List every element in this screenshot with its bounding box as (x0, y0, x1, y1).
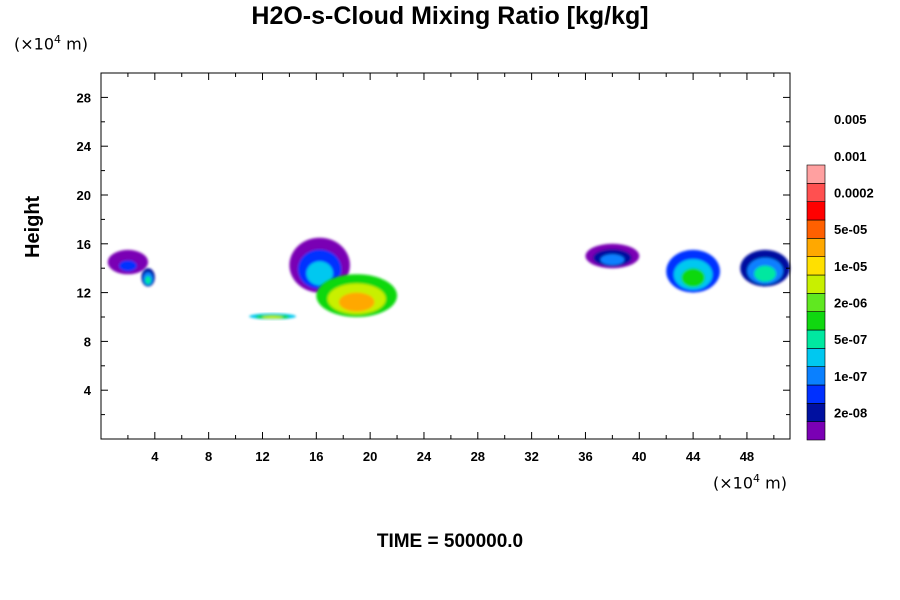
y-tick-label: 28 (77, 90, 91, 105)
colorbar-swatch (806, 366, 826, 386)
cloud-contour (306, 261, 333, 286)
y-tick-label: 16 (77, 237, 91, 252)
plot-frame (100, 72, 791, 440)
cloud-contour (119, 260, 137, 272)
y-tick-label: 12 (77, 286, 91, 301)
y-axis: 4 8 12 16 20 24 28 (77, 90, 790, 416)
colorbar-label: 2e-08 (834, 406, 867, 421)
cloud-region (316, 274, 398, 317)
cloud-contour (145, 276, 152, 285)
y-unit-prefix: (×10 (14, 34, 55, 54)
x-tick-label: 48 (740, 449, 754, 464)
cloud-contour (600, 254, 625, 266)
colorbar-swatch (806, 403, 826, 422)
colorbar-label: 5e-05 (834, 222, 867, 237)
colorbar-swatch (806, 201, 826, 221)
colorbar-swatch (806, 421, 826, 441)
colorbar-swatch (806, 348, 826, 367)
colorbar-label: 0.0002 (834, 186, 874, 201)
y-tick-label: 20 (77, 188, 91, 203)
cloud-contour (338, 292, 375, 312)
x-tick-label: 12 (255, 449, 269, 464)
colorbar-swatch (806, 164, 826, 184)
colorbar-swatch (806, 384, 826, 404)
x-tick-label: 16 (309, 449, 323, 464)
colorbar: 2e-08 1e-07 5e-07 2e-06 1e-05 5e-05 0.0002 0.00… (806, 112, 874, 441)
colorbar-swatch (806, 183, 826, 202)
colorbar-swatch (806, 238, 826, 257)
colorbar-swatch (806, 293, 826, 312)
cloud-region (585, 243, 640, 269)
x-tick-label: 36 (578, 449, 592, 464)
x-unit-prefix: (×10 (713, 473, 754, 493)
cloud-region (141, 268, 155, 287)
x-axis-unit: (×104 m) (713, 472, 787, 492)
colorbar-swatch (806, 274, 826, 294)
x-tick-label: 28 (471, 449, 485, 464)
cloud-region (249, 313, 297, 320)
colorbar-swatch (806, 219, 826, 239)
y-axis-unit: (×104 m) (14, 33, 88, 53)
colorbar-swatch (806, 256, 826, 276)
colorbar-swatch (806, 311, 826, 331)
y-unit-exponent: 4 (54, 33, 62, 46)
cloud-contour (681, 268, 705, 288)
colorbar-swatch (806, 329, 826, 349)
x-tick-label: 20 (363, 449, 377, 464)
cloud-region (107, 249, 149, 275)
x-tick-label: 44 (686, 449, 701, 464)
x-tick-label: 4 (151, 449, 159, 464)
x-tick-label: 24 (417, 449, 432, 464)
x-unit-suffix: m) (760, 473, 787, 493)
x-tick-label: 8 (205, 449, 212, 464)
y-unit-suffix: m) (61, 34, 88, 54)
cloud-contour (754, 265, 777, 282)
colorbar-label: 2e-06 (834, 296, 867, 311)
y-tick-label: 4 (84, 383, 92, 398)
cloud-contour (262, 315, 283, 319)
x-tick-label: 32 (524, 449, 538, 464)
colorbar-label: 0.001 (834, 149, 867, 164)
cloud-field (107, 237, 790, 320)
colorbar-label: 1e-05 (834, 259, 867, 274)
cloud-region (740, 249, 790, 287)
colorbar-label: 5e-07 (834, 332, 867, 347)
y-tick-label: 8 (84, 334, 91, 349)
x-tick-label: 40 (632, 449, 646, 464)
y-tick-label: 24 (77, 139, 92, 154)
colorbar-label: 0.005 (834, 112, 867, 127)
cloud-region (666, 249, 721, 293)
chart-title: H2O-s-Cloud Mixing Ratio [kg/kg] (251, 2, 649, 30)
x-unit-exponent: 4 (753, 472, 761, 485)
colorbar-label: 1e-07 (834, 369, 867, 384)
x-axis: 4 8 12 16 20 24 28 32 36 40 44 48 (127, 73, 775, 464)
time-label: TIME = 500000.0 (376, 531, 524, 552)
